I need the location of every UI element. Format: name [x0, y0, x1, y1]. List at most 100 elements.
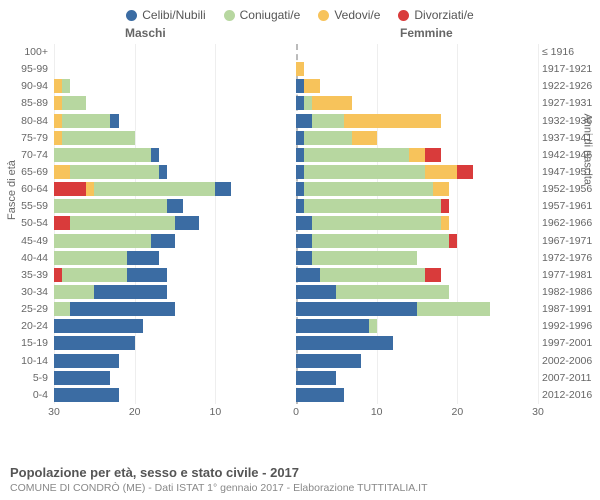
seg-widowed: [296, 62, 304, 76]
legend-swatch: [224, 10, 235, 21]
age-row: 15-191997-2001: [54, 335, 538, 352]
seg-married: [54, 302, 70, 316]
bar-male: [54, 319, 296, 333]
seg-single: [167, 199, 183, 213]
seg-single: [296, 131, 304, 145]
bar-female: [296, 148, 538, 162]
age-label: 70-74: [0, 149, 48, 161]
seg-single: [54, 388, 119, 402]
legend-label: Celibi/Nubili: [142, 8, 205, 22]
seg-widowed: [433, 182, 449, 196]
age-row: 80-841932-1936: [54, 113, 538, 130]
age-label: 100+: [0, 46, 48, 58]
footer: Popolazione per età, sesso e stato civil…: [10, 465, 590, 494]
bar-male: [54, 114, 296, 128]
seg-married: [304, 182, 433, 196]
seg-divorced: [449, 234, 457, 248]
seg-single: [296, 285, 336, 299]
seg-divorced: [54, 216, 70, 230]
birth-label: ≤ 1916: [542, 46, 600, 58]
bar-male: [54, 388, 296, 402]
legend: Celibi/NubiliConiugati/eVedovi/eDivorzia…: [0, 0, 600, 26]
header-male: Maschi: [125, 26, 166, 40]
seg-single: [296, 148, 304, 162]
bar-female: [296, 45, 538, 59]
seg-single: [151, 148, 159, 162]
seg-single: [296, 96, 304, 110]
header-female: Femmine: [400, 26, 453, 40]
seg-married: [70, 216, 175, 230]
birth-label: 2002-2006: [542, 355, 600, 367]
age-row: 60-641952-1956: [54, 181, 538, 198]
bar-male: [54, 45, 296, 59]
birth-label: 1982-1986: [542, 286, 600, 298]
bar-female: [296, 234, 538, 248]
age-label: 75-79: [0, 132, 48, 144]
bar-female: [296, 251, 538, 265]
bar-male: [54, 165, 296, 179]
age-label: 50-54: [0, 217, 48, 229]
legend-swatch: [126, 10, 137, 21]
birth-label: 1967-1971: [542, 235, 600, 247]
age-label: 30-34: [0, 286, 48, 298]
legend-swatch: [318, 10, 329, 21]
chart-area: 3020100102030 100+≤ 191695-991917-192190…: [54, 44, 538, 422]
seg-divorced: [425, 268, 441, 282]
x-axis: 3020100102030: [54, 406, 538, 422]
birth-label: 1987-1991: [542, 303, 600, 315]
seg-single: [296, 199, 304, 213]
birth-label: 1922-1926: [542, 80, 600, 92]
x-tick: 0: [293, 406, 299, 418]
seg-married: [417, 302, 490, 316]
seg-married: [369, 319, 377, 333]
bar-male: [54, 285, 296, 299]
seg-married: [320, 268, 425, 282]
seg-married: [62, 96, 86, 110]
seg-married: [312, 114, 344, 128]
seg-widowed: [54, 96, 62, 110]
legend-swatch: [398, 10, 409, 21]
x-tick: 10: [371, 406, 383, 418]
seg-single: [159, 165, 167, 179]
seg-single: [296, 268, 320, 282]
bar-male: [54, 148, 296, 162]
seg-married: [304, 96, 312, 110]
seg-married: [54, 251, 127, 265]
seg-married: [94, 182, 215, 196]
bar-male: [54, 354, 296, 368]
age-label: 10-14: [0, 355, 48, 367]
seg-single: [296, 165, 304, 179]
seg-single: [94, 285, 167, 299]
bar-female: [296, 114, 538, 128]
bar-male: [54, 131, 296, 145]
bar-female: [296, 319, 538, 333]
age-label: 95-99: [0, 63, 48, 75]
seg-widowed: [409, 148, 425, 162]
age-label: 15-19: [0, 337, 48, 349]
age-label: 60-64: [0, 183, 48, 195]
birth-label: 1927-1931: [542, 97, 600, 109]
age-label: 20-24: [0, 320, 48, 332]
x-tick: 20: [129, 406, 141, 418]
birth-label: 1932-1936: [542, 115, 600, 127]
seg-single: [296, 114, 312, 128]
seg-single: [54, 354, 119, 368]
seg-married: [304, 199, 441, 213]
age-row: 25-291987-1991: [54, 301, 538, 318]
seg-single: [175, 216, 199, 230]
seg-widowed: [86, 182, 94, 196]
x-tick: 20: [451, 406, 463, 418]
legend-label: Divorziati/e: [414, 8, 473, 22]
seg-widowed: [54, 114, 62, 128]
seg-married: [54, 148, 151, 162]
age-label: 45-49: [0, 235, 48, 247]
bar-female: [296, 302, 538, 316]
age-row: 55-591957-1961: [54, 198, 538, 215]
bar-female: [296, 96, 538, 110]
seg-single: [54, 371, 110, 385]
age-row: 45-491967-1971: [54, 233, 538, 250]
age-label: 55-59: [0, 200, 48, 212]
seg-widowed: [344, 114, 441, 128]
seg-married: [336, 285, 449, 299]
age-label: 25-29: [0, 303, 48, 315]
